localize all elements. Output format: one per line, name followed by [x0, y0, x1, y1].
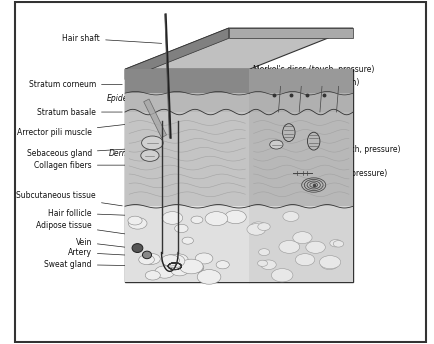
Ellipse shape — [330, 239, 342, 247]
Ellipse shape — [191, 264, 204, 272]
Text: Stratum corneum: Stratum corneum — [29, 80, 122, 89]
Circle shape — [132, 244, 143, 252]
Ellipse shape — [333, 240, 344, 247]
Ellipse shape — [161, 255, 179, 266]
Text: Collagen fibers: Collagen fibers — [34, 161, 126, 170]
Ellipse shape — [163, 254, 185, 268]
Ellipse shape — [141, 150, 159, 161]
Text: Artery: Artery — [68, 248, 139, 257]
Ellipse shape — [145, 271, 160, 280]
Ellipse shape — [128, 216, 142, 225]
Ellipse shape — [141, 136, 163, 150]
Ellipse shape — [319, 256, 341, 269]
Ellipse shape — [259, 249, 270, 256]
Polygon shape — [125, 69, 250, 282]
Polygon shape — [144, 99, 167, 138]
Ellipse shape — [247, 224, 266, 235]
Polygon shape — [125, 69, 250, 93]
Text: Subcutaneous tissue: Subcutaneous tissue — [16, 192, 122, 206]
Ellipse shape — [162, 212, 183, 224]
Ellipse shape — [257, 260, 268, 266]
Polygon shape — [250, 112, 353, 206]
Polygon shape — [125, 28, 353, 69]
Ellipse shape — [192, 264, 204, 271]
Text: Sebaceous gland: Sebaceous gland — [26, 148, 141, 158]
Text: Ruffini's end organ (heat): Ruffini's end organ (heat) — [253, 157, 351, 174]
Ellipse shape — [180, 259, 203, 274]
Polygon shape — [250, 206, 353, 282]
Text: Arrector pili muscle: Arrector pili muscle — [17, 123, 141, 137]
Ellipse shape — [191, 216, 203, 224]
Ellipse shape — [225, 210, 246, 224]
Ellipse shape — [155, 266, 174, 278]
Ellipse shape — [296, 254, 315, 266]
Polygon shape — [125, 112, 250, 206]
Ellipse shape — [293, 232, 312, 244]
Ellipse shape — [261, 260, 276, 270]
Text: End-bulb of Krause (cold): End-bulb of Krause (cold) — [253, 133, 350, 146]
Polygon shape — [250, 93, 353, 112]
Text: Merkel's discs (touch, pressure): Merkel's discs (touch, pressure) — [253, 65, 374, 74]
Circle shape — [142, 251, 151, 259]
Ellipse shape — [250, 222, 267, 232]
Ellipse shape — [128, 217, 147, 229]
Ellipse shape — [171, 265, 188, 276]
Ellipse shape — [174, 224, 188, 233]
Text: Adipose tissue: Adipose tissue — [36, 221, 133, 235]
Text: Dermis: Dermis — [108, 149, 136, 158]
Ellipse shape — [306, 241, 326, 253]
Polygon shape — [250, 69, 353, 93]
Text: Epidermis: Epidermis — [106, 94, 145, 103]
Text: Stratum basale: Stratum basale — [37, 108, 122, 117]
Ellipse shape — [216, 261, 229, 269]
Ellipse shape — [258, 223, 270, 230]
Text: Adipose tissue: Adipose tissue — [253, 183, 309, 236]
Ellipse shape — [205, 212, 228, 226]
Ellipse shape — [182, 237, 194, 244]
Ellipse shape — [169, 254, 188, 266]
Ellipse shape — [197, 270, 221, 284]
Ellipse shape — [321, 259, 338, 270]
Ellipse shape — [279, 240, 299, 253]
Text: Meissner's corpuscle (touch, pressure): Meissner's corpuscle (touch, pressure) — [253, 139, 400, 154]
Text: Hair shaft: Hair shaft — [62, 34, 161, 43]
Ellipse shape — [270, 140, 283, 149]
Text: Pacinian corpuscle (deep pressure): Pacinian corpuscle (deep pressure) — [253, 169, 387, 183]
Text: Hair follicle: Hair follicle — [48, 208, 158, 218]
Text: Naked nerve endings (pain): Naked nerve endings (pain) — [253, 78, 359, 87]
Ellipse shape — [139, 255, 155, 265]
Ellipse shape — [307, 132, 320, 150]
Polygon shape — [250, 69, 353, 282]
Ellipse shape — [195, 253, 213, 264]
Ellipse shape — [283, 124, 295, 141]
Ellipse shape — [271, 269, 293, 282]
Text: Sweat gland: Sweat gland — [44, 260, 164, 269]
Polygon shape — [125, 28, 229, 79]
Text: Vein: Vein — [76, 238, 130, 248]
Polygon shape — [125, 93, 250, 112]
Ellipse shape — [283, 212, 299, 222]
Polygon shape — [125, 206, 250, 282]
Polygon shape — [229, 28, 353, 39]
Ellipse shape — [142, 254, 160, 265]
